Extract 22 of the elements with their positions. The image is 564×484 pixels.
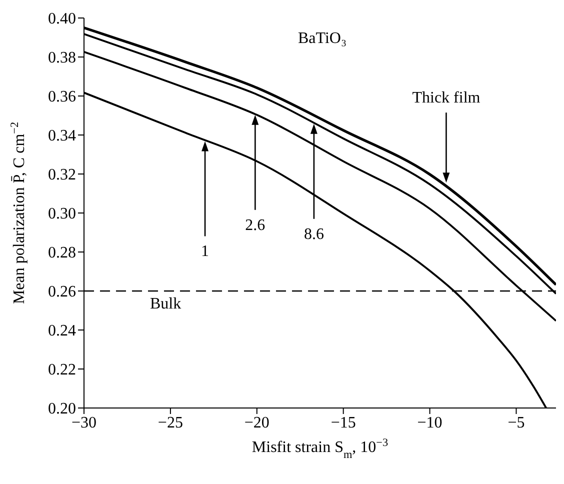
- y-tick-label: 0.32: [48, 166, 76, 184]
- x-tick-label: −25: [158, 414, 183, 432]
- y-tick-label: 0.36: [48, 88, 76, 106]
- annotation: 1: [201, 243, 210, 260]
- y-tick-label: 0.30: [48, 206, 76, 223]
- text: BaTiO₃: [298, 30, 347, 48]
- y-tick-label: 0.38: [48, 50, 76, 67]
- y-tick-label: 0.22: [48, 362, 76, 379]
- y-tick-label: 0.26: [48, 284, 76, 301]
- y-tick-label: 0.28: [48, 244, 76, 262]
- x-tick-label: −5: [508, 414, 525, 432]
- x-tick-label: −15: [330, 414, 356, 432]
- annotation: Thick film: [412, 90, 481, 107]
- y-tick-label: 0.24: [48, 322, 76, 340]
- x-axis-title: Misfit strain S$_{m}$, 10$^{−3}$: [252, 437, 388, 461]
- y-tick-label: 0.34: [48, 128, 76, 145]
- x-tick-label: −20: [244, 414, 270, 432]
- annotation: 8.6: [304, 226, 324, 243]
- y-tick-label: 0.40: [48, 10, 76, 28]
- annotation: 2.6: [245, 216, 266, 234]
- x-tick-label: −10: [417, 414, 442, 432]
- ref-line-label: Bulk: [150, 295, 182, 312]
